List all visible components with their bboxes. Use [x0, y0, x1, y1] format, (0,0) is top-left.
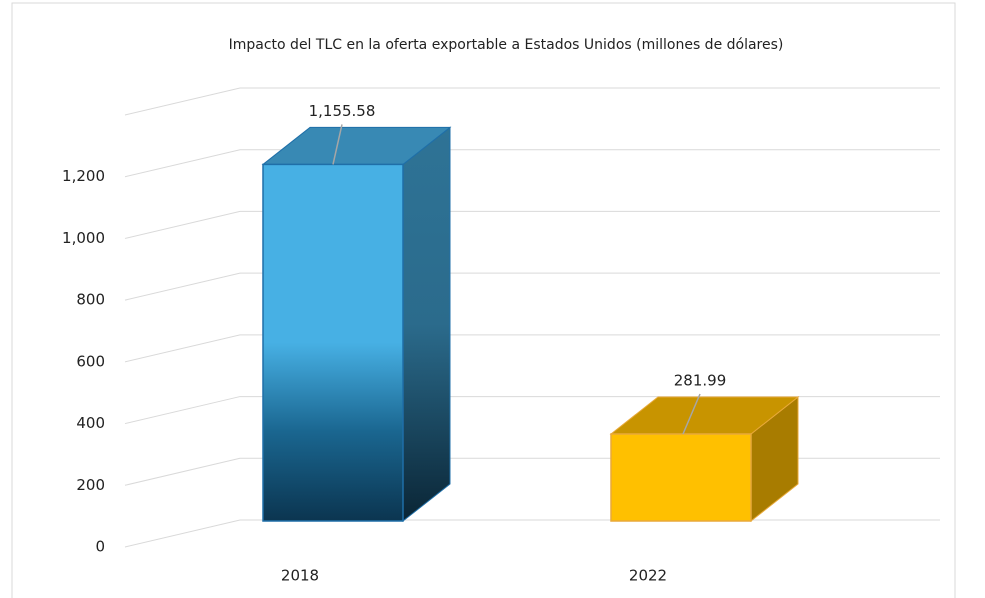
- y-tick-label: 600: [76, 352, 105, 370]
- y-tick-label: 0: [95, 538, 105, 556]
- grid-line: [124, 87, 940, 116]
- y-tick-label: 1,000: [62, 229, 105, 247]
- leader-line: [332, 124, 343, 165]
- x-tick-label: 2022: [629, 567, 667, 585]
- y-tick-label: 800: [76, 291, 105, 309]
- bar: [262, 163, 404, 522]
- x-tick-label: 2018: [281, 567, 319, 585]
- grid-line: [124, 334, 940, 363]
- leader-line: [682, 393, 701, 435]
- chart-frame: [11, 2, 956, 598]
- bar-side: [402, 126, 451, 523]
- data-label: 281.99: [674, 371, 727, 389]
- y-tick-label: 1,200: [62, 167, 105, 185]
- y-tick-label: 400: [76, 414, 105, 432]
- grid-line: [124, 149, 940, 178]
- data-label: 1,155.58: [309, 102, 376, 120]
- grid-line: [124, 210, 940, 239]
- chart-title: Impacto del TLC en la oferta exportable …: [229, 37, 784, 53]
- bar: [610, 433, 752, 522]
- grid-line: [124, 272, 940, 301]
- y-tick-label: 200: [76, 476, 105, 494]
